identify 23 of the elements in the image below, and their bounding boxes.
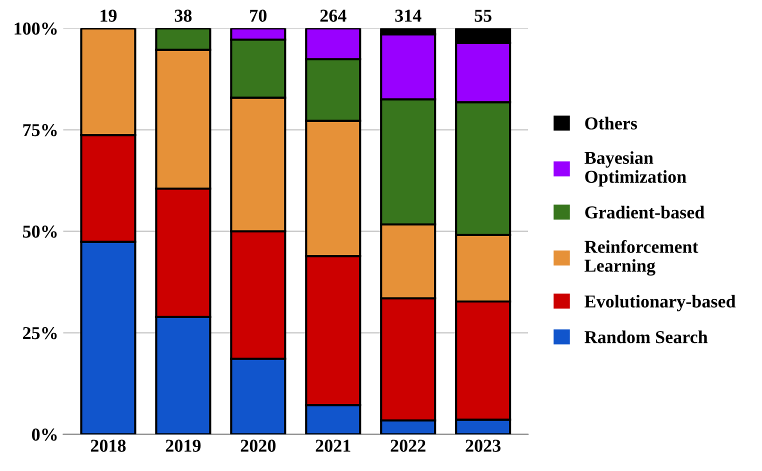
legend-label: Gradient-based [585, 206, 704, 218]
x-tick-label: 2019 [166, 440, 201, 452]
y-tick-label: 75% [23, 124, 57, 136]
x-tick-label: 2023 [466, 440, 501, 452]
annotation: 55 [474, 10, 492, 22]
x-tick-label: 2020 [240, 440, 276, 452]
legend-label: Reinforcement Learning [584, 240, 698, 276]
x-tick-label: 2022 [390, 440, 426, 452]
legend-label: Others [585, 116, 638, 130]
y-tick-label: 25% [23, 327, 57, 340]
annotation: 70 [250, 10, 267, 22]
legend-label: Bayesian Optimization [584, 151, 686, 187]
y-tick-label: 50% [22, 226, 57, 238]
x-tick-label: 2021 [316, 440, 350, 452]
annotation: 314 [395, 10, 422, 22]
annotation: 38 [174, 10, 192, 22]
y-tick-label: 0% [32, 428, 57, 441]
x-tick-label: 2018 [90, 440, 126, 452]
annotation: 264 [320, 10, 346, 22]
annotation: 19 [100, 10, 117, 22]
y-tick-label: 100% [14, 22, 57, 35]
legend-label: Evolutionary-based [584, 294, 736, 312]
legend-label: Random Search [584, 330, 708, 344]
